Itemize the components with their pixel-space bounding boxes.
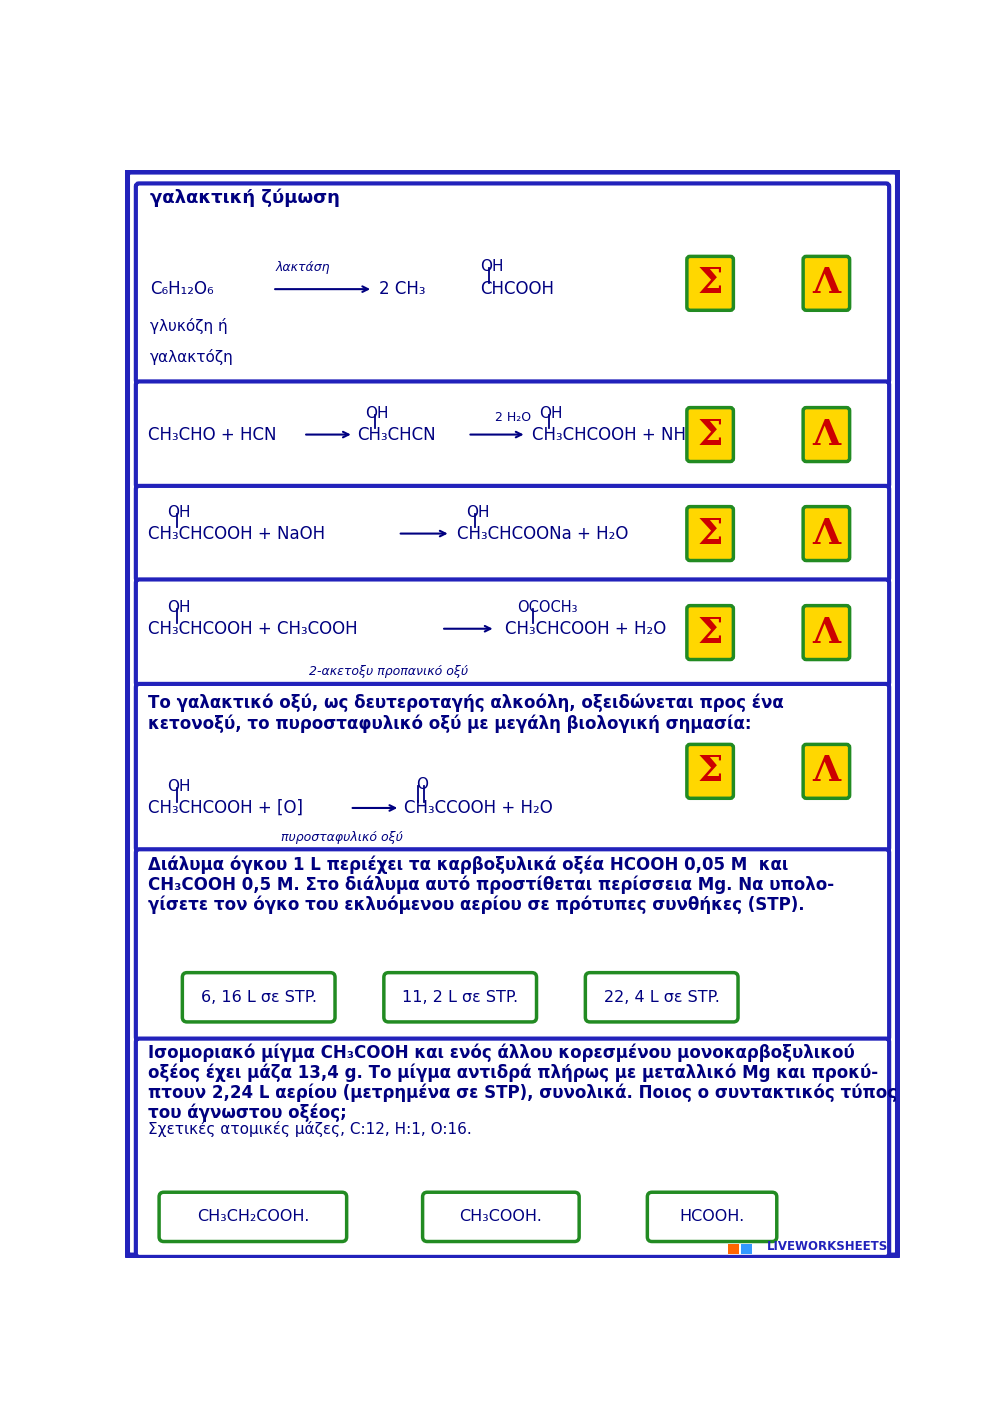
FancyBboxPatch shape — [803, 256, 850, 311]
Text: γαλακτική ζύμωση: γαλακτική ζύμωση — [150, 188, 340, 206]
Text: Λ: Λ — [812, 418, 840, 452]
Text: OH: OH — [466, 504, 490, 520]
FancyBboxPatch shape — [136, 1039, 889, 1258]
Text: Σ: Σ — [697, 418, 723, 452]
FancyBboxPatch shape — [585, 972, 738, 1022]
Text: C₆H₁₂O₆: C₆H₁₂O₆ — [150, 280, 213, 298]
Text: Σ: Σ — [697, 616, 723, 650]
Text: OH: OH — [168, 599, 191, 615]
FancyBboxPatch shape — [136, 684, 889, 851]
FancyBboxPatch shape — [136, 184, 889, 383]
Text: CH₃CHCN: CH₃CHCN — [358, 425, 436, 444]
FancyBboxPatch shape — [803, 745, 850, 798]
Text: CH₃CHCOOH + NaOH: CH₃CHCOOH + NaOH — [148, 524, 325, 543]
FancyBboxPatch shape — [182, 972, 335, 1022]
Text: Σ: Σ — [697, 755, 723, 788]
Text: 11, 2 L σε STP.: 11, 2 L σε STP. — [402, 989, 518, 1005]
Text: Λ: Λ — [812, 266, 840, 301]
FancyBboxPatch shape — [687, 256, 733, 311]
Text: CH₃CCOOH + H₂O: CH₃CCOOH + H₂O — [404, 798, 553, 817]
Text: CH₃CHO + HCN: CH₃CHO + HCN — [148, 425, 277, 444]
Text: OH: OH — [480, 259, 503, 274]
FancyBboxPatch shape — [687, 407, 733, 462]
FancyBboxPatch shape — [803, 407, 850, 462]
Text: 6, 16 L σε STP.: 6, 16 L σε STP. — [201, 989, 317, 1005]
Text: OCOCH₃: OCOCH₃ — [517, 599, 578, 615]
Text: Λ: Λ — [812, 755, 840, 788]
Text: CH₃CH₂COOH.: CH₃CH₂COOH. — [197, 1210, 309, 1225]
Text: Λ: Λ — [812, 517, 840, 551]
Text: Ισομοριακό μίγμα CH₃COOH και ενός άλλου κορεσμένου μονοκαρβοξυλικού: Ισομοριακό μίγμα CH₃COOH και ενός άλλου … — [148, 1043, 855, 1061]
Text: πτουν 2,24 L αερίου (μετρημένα σε STP), συνολικά. Ποιος ο συντακτικός τύπος: πτουν 2,24 L αερίου (μετρημένα σε STP), … — [148, 1084, 897, 1102]
Text: CH₃CHCOOH + NH₃: CH₃CHCOOH + NH₃ — [532, 425, 692, 444]
FancyBboxPatch shape — [687, 507, 733, 561]
Text: LIVEWORKSHEETS: LIVEWORKSHEETS — [767, 1241, 888, 1253]
Text: CH₃CHCOONa + H₂O: CH₃CHCOONa + H₂O — [457, 524, 628, 543]
Text: CH₃CHCOOH + [O]: CH₃CHCOOH + [O] — [148, 798, 303, 817]
Text: CH₃CHCOOH + CH₃COOH: CH₃CHCOOH + CH₃COOH — [148, 620, 358, 637]
Text: Διάλυμα όγκου 1 L περιέχει τα καρβοξυλικά οξέα HCOOH 0,05 M  και: Διάλυμα όγκου 1 L περιέχει τα καρβοξυλικ… — [148, 855, 789, 873]
Text: Λ: Λ — [812, 616, 840, 650]
Text: γλυκόζη ή: γλυκόζη ή — [150, 318, 227, 333]
Text: πυροσταφυλικό οξύ: πυροσταφυλικό οξύ — [281, 831, 403, 844]
FancyBboxPatch shape — [384, 972, 537, 1022]
Text: κετονοξύ, το πυροσταφυλικό οξύ με μεγάλη βιολογική σημασία:: κετονοξύ, το πυροσταφυλικό οξύ με μεγάλη… — [148, 715, 752, 733]
Text: Το γαλακτικό οξύ, ως δευτεροταγής αλκοόλη, οξειδώνεται προς ένα: Το γαλακτικό οξύ, ως δευτεροταγής αλκοόλ… — [148, 694, 784, 712]
Text: HCOOH.: HCOOH. — [679, 1210, 745, 1225]
Text: CH₃COOH 0,5 M. Στο διάλυμα αυτό προστίθεται περίσσεια Mg. Να υπολο-: CH₃COOH 0,5 M. Στο διάλυμα αυτό προστίθε… — [148, 876, 834, 894]
Text: λακτάση: λακτάση — [276, 261, 330, 274]
FancyBboxPatch shape — [136, 486, 889, 581]
Text: OH: OH — [365, 406, 389, 421]
FancyBboxPatch shape — [647, 1193, 777, 1242]
Text: Σ: Σ — [697, 266, 723, 301]
FancyBboxPatch shape — [127, 171, 898, 1256]
Text: CHCOOH: CHCOOH — [480, 280, 554, 298]
Text: OH: OH — [540, 406, 563, 421]
Text: OH: OH — [168, 779, 191, 794]
Text: 2-ακετοξυ προπανικό οξύ: 2-ακετοξυ προπανικό οξύ — [309, 666, 468, 678]
Text: 2 H₂O: 2 H₂O — [495, 411, 532, 424]
Text: 2 CH₃: 2 CH₃ — [379, 280, 426, 298]
FancyBboxPatch shape — [803, 606, 850, 660]
FancyBboxPatch shape — [159, 1193, 347, 1242]
FancyBboxPatch shape — [687, 606, 733, 660]
FancyBboxPatch shape — [136, 382, 889, 487]
Text: 22, 4 L σε STP.: 22, 4 L σε STP. — [604, 989, 720, 1005]
FancyBboxPatch shape — [687, 745, 733, 798]
FancyBboxPatch shape — [803, 507, 850, 561]
Text: O: O — [416, 777, 428, 793]
Text: γίσετε τον όγκο του εκλυόμενου αερίου σε πρότυπες συνθήκες (STP).: γίσετε τον όγκο του εκλυόμενου αερίου σε… — [148, 896, 805, 914]
Text: Σ: Σ — [697, 517, 723, 551]
FancyBboxPatch shape — [728, 1243, 739, 1255]
FancyBboxPatch shape — [423, 1193, 579, 1242]
FancyBboxPatch shape — [136, 849, 889, 1040]
Text: OH: OH — [168, 504, 191, 520]
Text: οξέος έχει μάζα 13,4 g. Το μίγμα αντιδρά πλήρως με μεταλλικό Mg και προκύ-: οξέος έχει μάζα 13,4 g. Το μίγμα αντιδρά… — [148, 1063, 878, 1082]
Text: CH₃CHCOOH + H₂O: CH₃CHCOOH + H₂O — [505, 620, 666, 637]
Text: του άγνωστου οξέος;: του άγνωστου οξέος; — [148, 1104, 347, 1122]
Text: CH₃COOH.: CH₃COOH. — [459, 1210, 542, 1225]
Text: Σχετικές ατομικές μάζες, C:12, H:1, O:16.: Σχετικές ατομικές μάζες, C:12, H:1, O:16… — [148, 1122, 472, 1137]
Text: γαλακτόζη: γαλακτόζη — [150, 349, 234, 365]
FancyBboxPatch shape — [136, 579, 889, 685]
FancyBboxPatch shape — [741, 1243, 752, 1255]
